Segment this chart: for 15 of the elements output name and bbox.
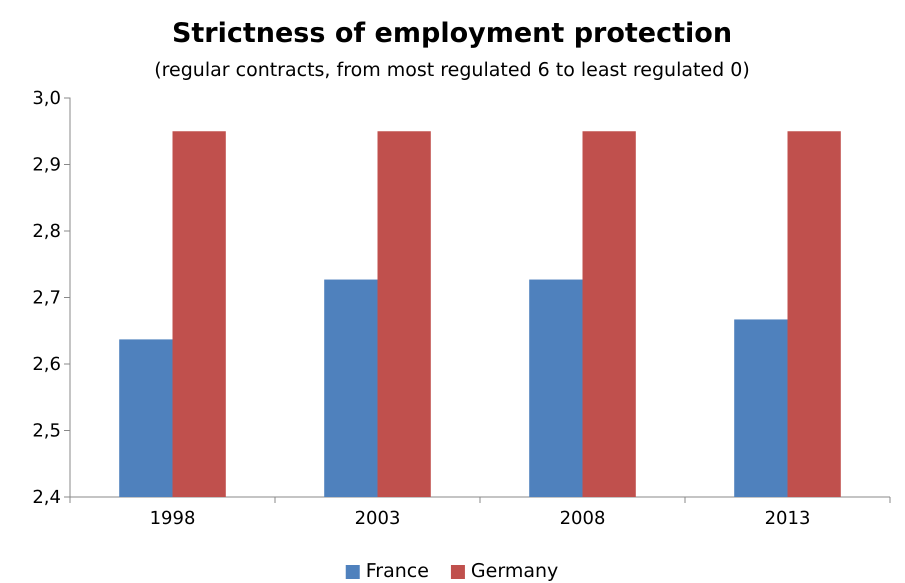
legend-label: France [366,560,429,582]
y-tick-label: 2,6 [32,354,61,375]
x-tick-label: 2008 [560,508,606,529]
x-tick-label: 2003 [354,508,400,529]
y-tick-label: 2,5 [32,420,61,442]
y-tick-label: 3,0 [32,88,61,109]
x-tick-label: 1998 [150,508,196,529]
y-tick-label: 2,7 [32,287,61,308]
x-tick-label: 2013 [764,508,810,529]
legend-label: Germany [470,560,558,582]
y-tick-label: 2,4 [32,486,61,508]
chart-subtitle: (regular contracts, from most regulated 6 to least regulated 0) [154,59,750,81]
y-tick-label: 2,9 [32,154,61,176]
chart-title: Strictness of employment protection [172,18,732,49]
y-tick-label: 2,8 [32,220,61,242]
